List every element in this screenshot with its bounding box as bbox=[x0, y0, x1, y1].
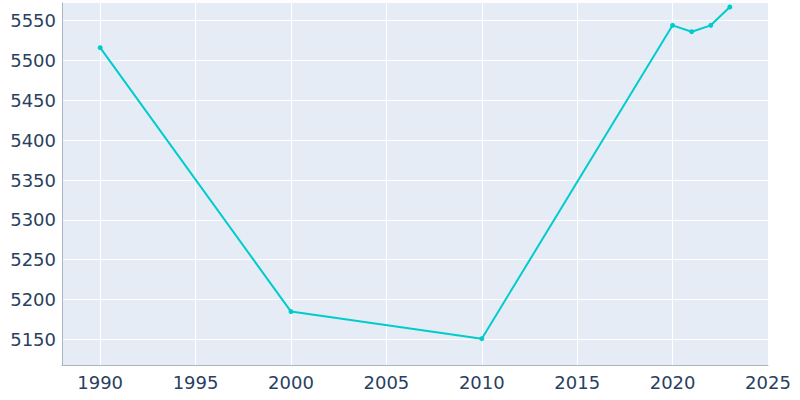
svg-text:5500: 5500 bbox=[10, 50, 56, 71]
svg-text:1995: 1995 bbox=[173, 372, 219, 393]
svg-text:5400: 5400 bbox=[10, 130, 56, 151]
svg-text:2015: 2015 bbox=[554, 372, 600, 393]
svg-text:2010: 2010 bbox=[459, 372, 505, 393]
svg-text:2020: 2020 bbox=[650, 372, 696, 393]
svg-text:5300: 5300 bbox=[10, 209, 56, 230]
svg-text:5450: 5450 bbox=[10, 90, 56, 111]
svg-text:2005: 2005 bbox=[363, 372, 409, 393]
svg-text:5250: 5250 bbox=[10, 249, 56, 270]
svg-text:5150: 5150 bbox=[10, 329, 56, 350]
svg-text:5200: 5200 bbox=[10, 289, 56, 310]
svg-text:1990: 1990 bbox=[77, 372, 123, 393]
svg-text:2025: 2025 bbox=[745, 372, 791, 393]
svg-text:2000: 2000 bbox=[268, 372, 314, 393]
svg-text:5550: 5550 bbox=[10, 10, 56, 31]
svg-text:5350: 5350 bbox=[10, 170, 56, 191]
